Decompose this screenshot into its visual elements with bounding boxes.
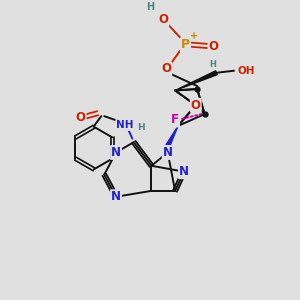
Text: OH: OH — [237, 66, 255, 76]
Text: N: N — [163, 146, 173, 159]
Text: O: O — [191, 99, 201, 112]
Text: N: N — [111, 190, 121, 203]
Text: O: O — [161, 62, 171, 75]
Polygon shape — [166, 126, 178, 147]
Text: H: H — [209, 60, 216, 69]
Text: P: P — [181, 38, 190, 51]
Text: O: O — [208, 40, 218, 53]
Text: H: H — [137, 123, 145, 132]
Text: NH: NH — [116, 120, 134, 130]
Text: N: N — [179, 165, 189, 178]
Text: H: H — [146, 2, 154, 12]
Text: O: O — [76, 110, 85, 124]
Text: N: N — [111, 146, 121, 159]
Text: +: + — [190, 31, 198, 41]
Text: F: F — [171, 113, 179, 127]
Polygon shape — [175, 71, 217, 91]
Text: O: O — [158, 13, 168, 26]
